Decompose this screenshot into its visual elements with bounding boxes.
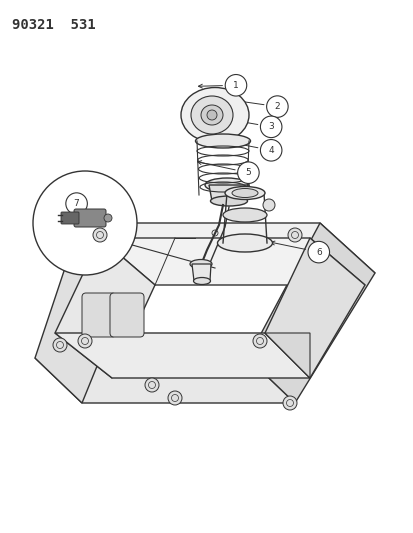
Circle shape [78, 334, 92, 348]
Polygon shape [100, 238, 364, 285]
Ellipse shape [201, 105, 223, 125]
Circle shape [282, 396, 296, 410]
Ellipse shape [217, 234, 272, 252]
Polygon shape [209, 185, 248, 201]
Polygon shape [55, 238, 154, 378]
Ellipse shape [104, 214, 112, 222]
Circle shape [145, 378, 159, 392]
Text: 6: 6 [315, 248, 321, 256]
Circle shape [93, 228, 107, 242]
Ellipse shape [210, 196, 247, 206]
Polygon shape [192, 264, 211, 281]
Circle shape [225, 75, 246, 96]
Polygon shape [55, 333, 309, 378]
Ellipse shape [190, 260, 211, 269]
Circle shape [33, 171, 137, 275]
Circle shape [66, 193, 87, 214]
Ellipse shape [195, 134, 250, 148]
Circle shape [260, 116, 281, 138]
Circle shape [206, 110, 216, 120]
Circle shape [266, 96, 287, 117]
Text: 4: 4 [268, 146, 273, 155]
Polygon shape [80, 223, 374, 273]
Text: 2: 2 [274, 102, 280, 111]
Circle shape [168, 391, 182, 405]
Circle shape [307, 241, 329, 263]
Ellipse shape [231, 189, 257, 198]
Ellipse shape [193, 278, 210, 285]
Polygon shape [35, 223, 135, 403]
Circle shape [237, 162, 259, 183]
Text: 7: 7 [74, 199, 79, 208]
Polygon shape [264, 333, 309, 378]
Ellipse shape [180, 87, 248, 142]
FancyBboxPatch shape [82, 293, 116, 337]
Polygon shape [247, 223, 374, 403]
Polygon shape [264, 238, 364, 378]
FancyBboxPatch shape [110, 293, 144, 337]
Text: 3: 3 [268, 123, 273, 131]
Circle shape [252, 334, 266, 348]
Ellipse shape [224, 187, 264, 199]
FancyBboxPatch shape [74, 209, 106, 227]
Ellipse shape [204, 178, 248, 192]
Ellipse shape [223, 208, 266, 222]
Circle shape [53, 338, 67, 352]
Text: 5: 5 [245, 168, 251, 177]
Circle shape [262, 199, 274, 211]
Circle shape [287, 228, 301, 242]
Text: 1: 1 [233, 81, 238, 90]
FancyBboxPatch shape [61, 212, 79, 224]
Text: 90321  531: 90321 531 [12, 18, 95, 32]
Ellipse shape [190, 96, 233, 134]
Polygon shape [35, 358, 294, 403]
Circle shape [260, 140, 281, 161]
